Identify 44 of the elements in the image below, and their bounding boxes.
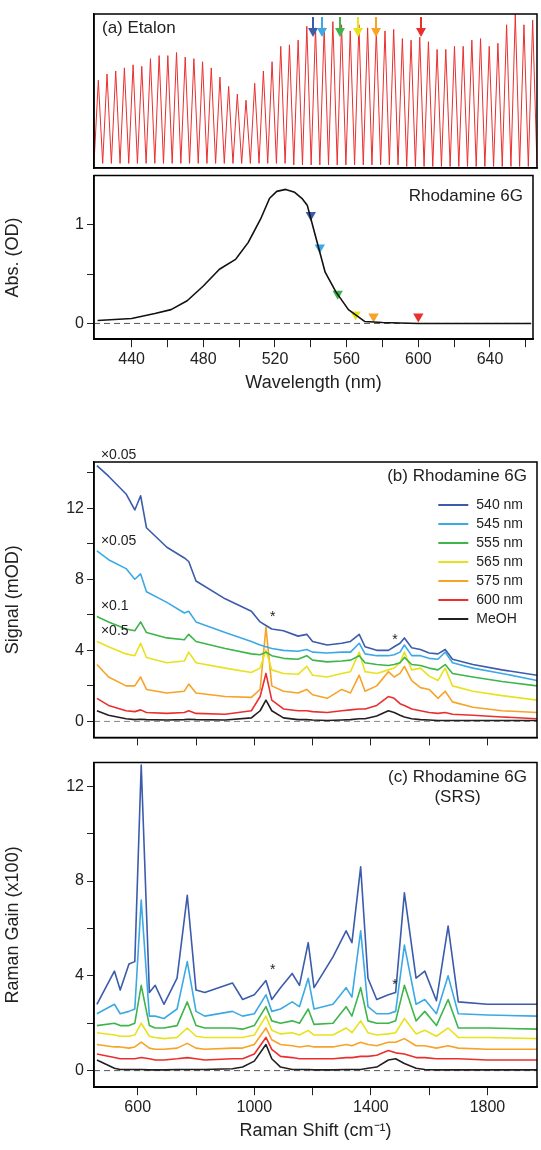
annotation: ×0.1 [100,597,129,614]
x-tick-label: 1800 [469,1098,506,1116]
legend-label: 600 nm [476,590,524,607]
y-tick-label: 1 [75,215,85,233]
annotation: ×0.5 [100,622,129,639]
y-tick-label: 4 [75,640,85,658]
y-tick-label: 0 [75,313,85,331]
y-axis-title: Abs. (OD) [1,217,22,298]
y-tick-label: 8 [75,871,85,889]
x-tick-label: 1400 [353,1098,389,1116]
x-tick-label: 600 [124,1098,152,1116]
annotation: ×0.05 [100,446,137,463]
legend-label: 565 nm [476,552,524,569]
y-tick-label: 0 [75,1061,85,1079]
y-tick-label: 0 [75,711,85,729]
legend-label: 545 nm [476,514,524,531]
y-axis-title: Signal (mOD) [1,545,22,655]
y-tick-label: 12 [66,776,85,794]
y-axis-title: Raman Gain (x100) [1,846,22,1004]
y-tick-label: 4 [75,966,85,984]
annotation: * [269,961,276,978]
annotation: Rhodamine 6G [408,185,523,205]
annotation: ×0.05 [100,531,137,548]
legend-label: 575 nm [476,571,524,588]
legend-label: 540 nm [476,495,524,512]
x-tick-label: 640 [476,350,504,368]
annotation: * [392,631,399,648]
annotation: * [392,975,399,992]
y-tick-label: 12 [66,498,85,516]
x-tick-label: 560 [333,350,361,368]
chart-title: (b) Rhodamine 6G [387,466,527,486]
x-axis-title: Raman Shift (cm⁻¹) [239,1120,392,1141]
x-tick-label: 480 [189,350,217,368]
x-tick-label: 520 [261,350,289,368]
x-tick-label: 1000 [236,1098,273,1116]
text: (c) Rhodamine 6G (SRS) [388,766,527,806]
y-tick-label: 8 [75,569,85,587]
annotation: * [269,608,276,625]
legend-label: 555 nm [476,533,524,550]
x-tick-label: 440 [118,350,146,368]
chart-title: (a) Etalon [102,18,176,38]
x-tick-label: 600 [404,350,432,368]
legend-label: MeOH [476,609,517,626]
x-axis-title: Wavelength (nm) [245,372,382,393]
